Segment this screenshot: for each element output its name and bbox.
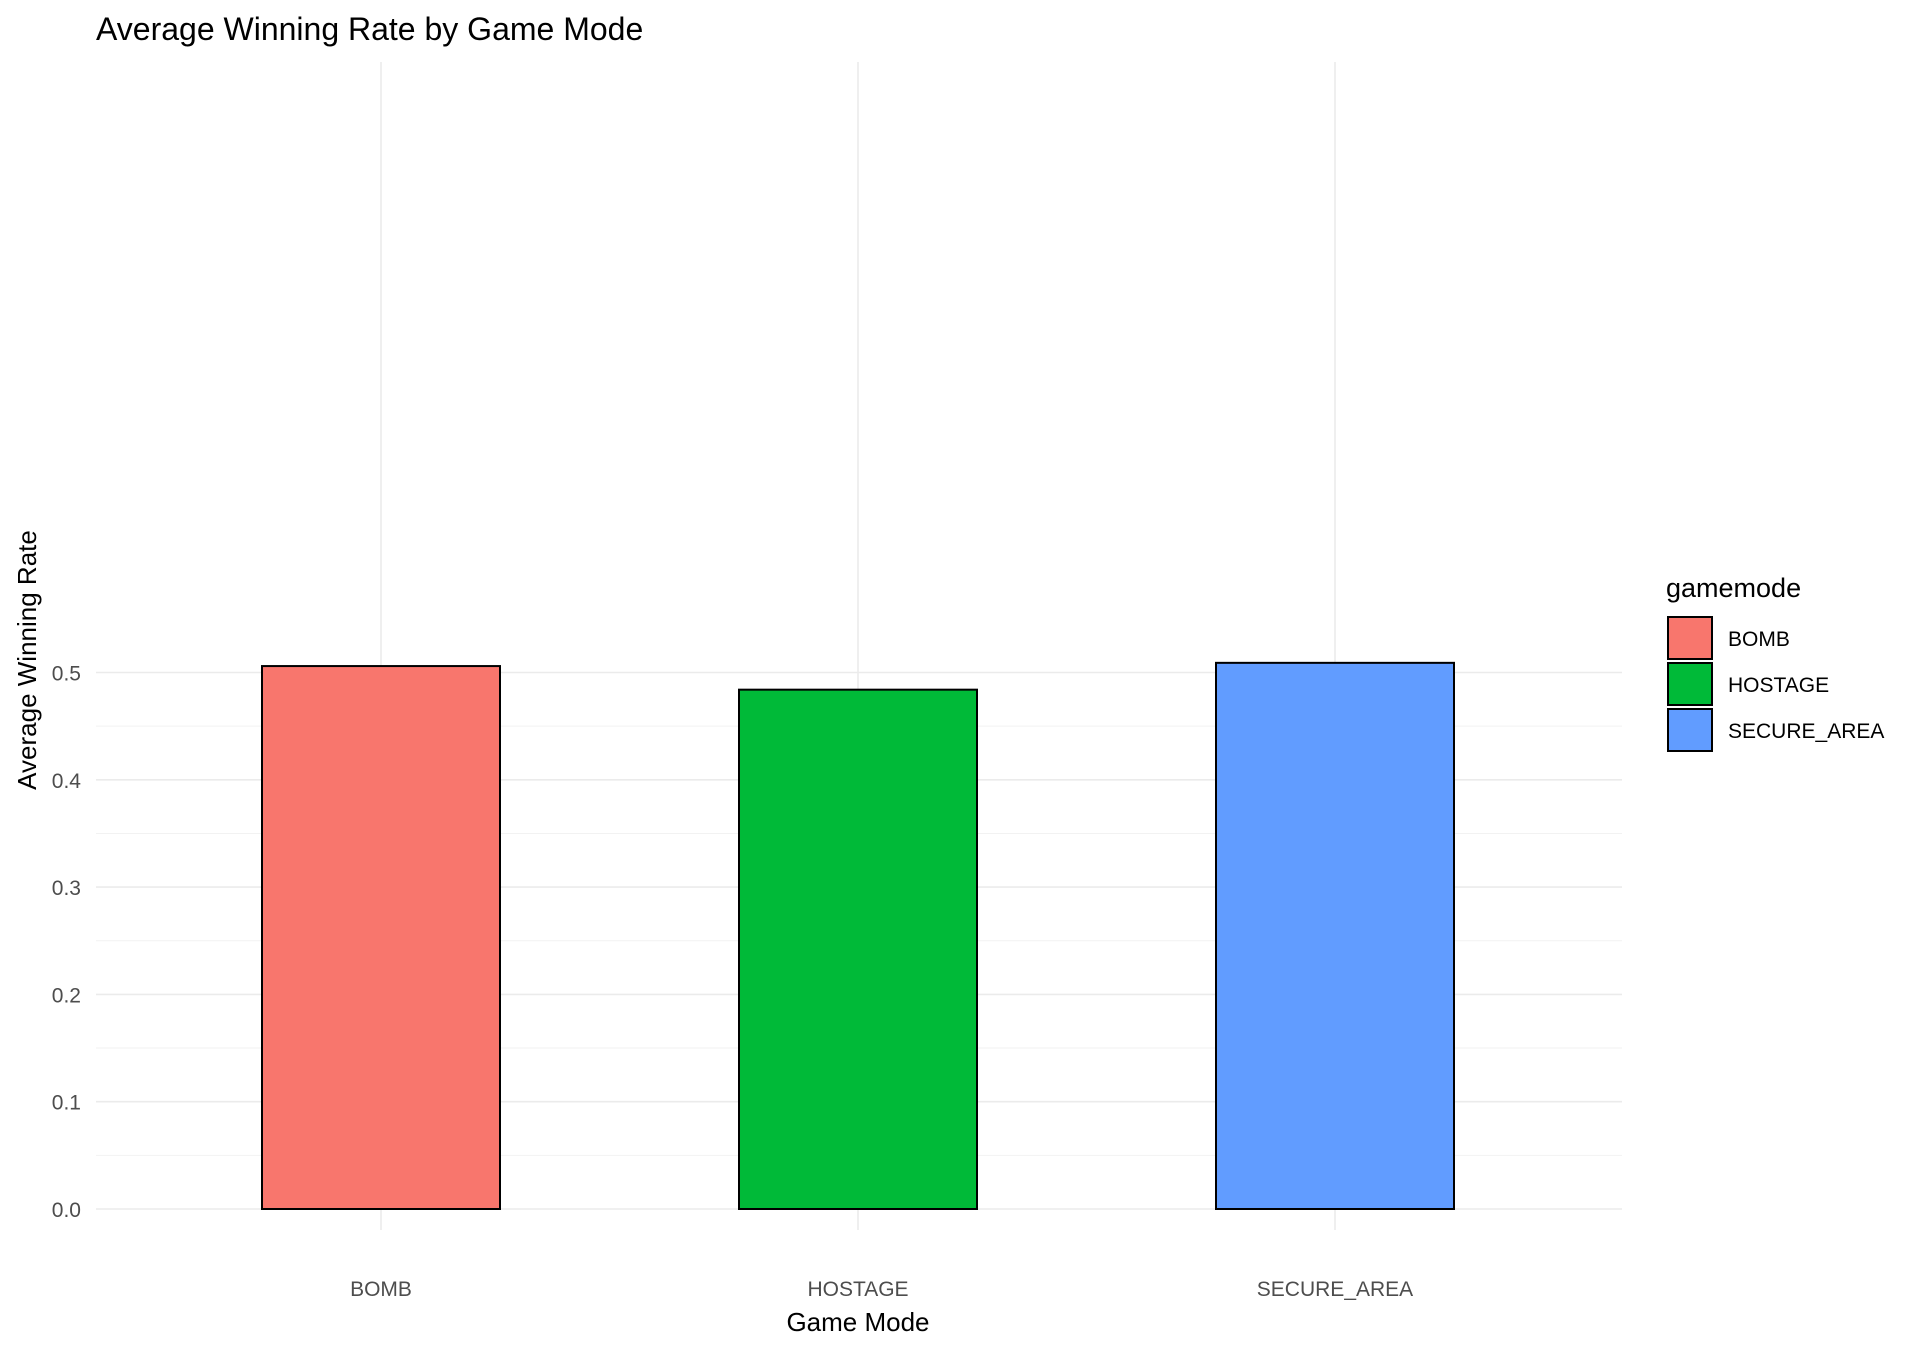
legend-key — [1667, 616, 1713, 660]
bars — [261, 661, 1455, 1210]
x-tick-label: BOMB — [350, 1278, 412, 1301]
bar-hostage — [738, 688, 978, 1210]
y-tick-label: 0.5 — [52, 663, 81, 686]
x-axis-ticks: BOMB HOSTAGE SECURE_AREA — [350, 1278, 1413, 1301]
legend-label: BOMB — [1728, 628, 1790, 651]
legend-title: gamemode — [1666, 573, 1801, 603]
y-axis-ticks: 0.0 0.1 0.2 0.3 0.4 0.5 — [52, 663, 82, 1223]
y-tick-label: 0.0 — [52, 1199, 81, 1222]
bar-bomb — [261, 665, 501, 1210]
x-tick-label: HOSTAGE — [807, 1278, 908, 1301]
legend-label: SECURE_AREA — [1728, 720, 1884, 743]
legend-key — [1667, 662, 1713, 706]
x-tick-label: SECURE_AREA — [1257, 1278, 1413, 1301]
legend: gamemode BOMB HOSTAGE SECURE_AREA — [1666, 573, 1884, 752]
chart-title: Average Winning Rate by Game Mode — [96, 11, 643, 47]
y-tick-label: 0.1 — [52, 1092, 81, 1115]
y-axis-title: Average Winning Rate — [12, 530, 42, 790]
legend-key — [1667, 708, 1713, 752]
legend-items: BOMB HOSTAGE SECURE_AREA — [1667, 616, 1884, 752]
x-axis-title: Game Mode — [786, 1307, 929, 1337]
y-tick-label: 0.2 — [52, 984, 81, 1007]
y-tick-label: 0.3 — [52, 877, 81, 900]
bar-secure-area — [1215, 661, 1455, 1210]
y-tick-label: 0.4 — [52, 770, 82, 793]
legend-label: HOSTAGE — [1728, 674, 1829, 697]
